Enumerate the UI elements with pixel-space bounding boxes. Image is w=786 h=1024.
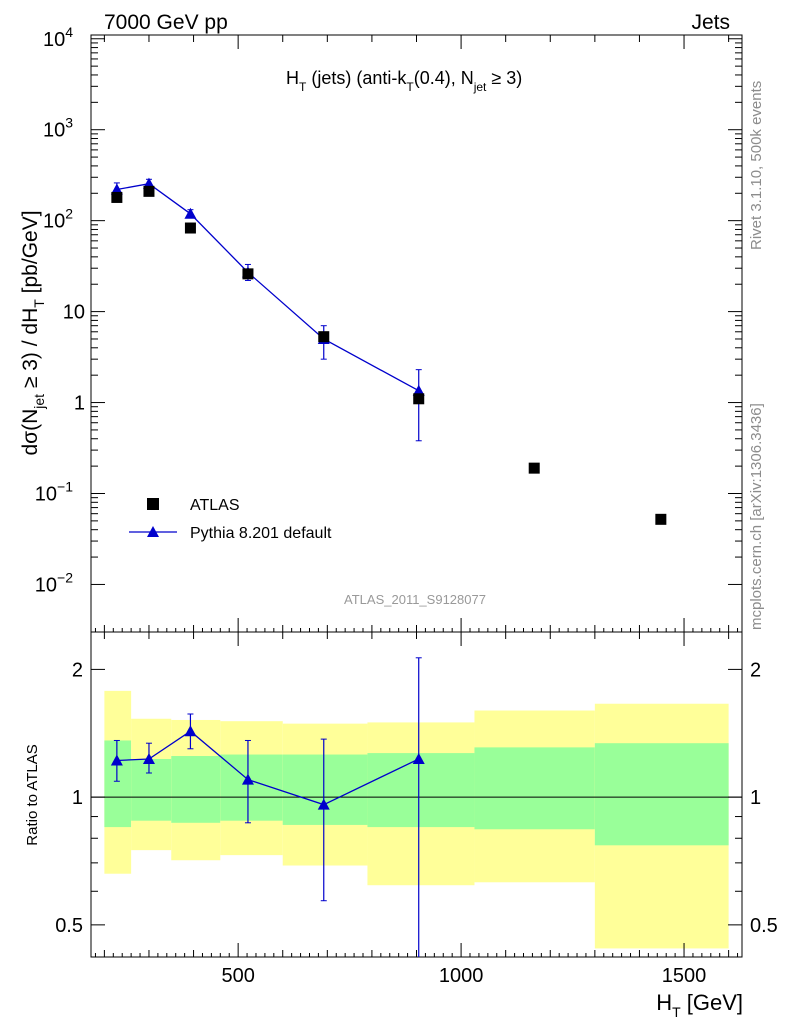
ratio-panel: 2 2 1 1 0.5 0.5 500 1000 1500 [55, 631, 778, 987]
mc-point [110, 183, 123, 195]
inner-band [367, 753, 475, 828]
legend-mc-label: Pythia 8.201 default [190, 525, 332, 542]
ratio-y-ticks: 2 2 1 1 0.5 0.5 [55, 659, 778, 936]
legend-data-label: ATLAS [190, 497, 240, 514]
ratio-y-tick-label: 0.5 [55, 915, 83, 937]
data-point [143, 185, 155, 197]
ratio-x-ticks: 500 1000 1500 [94, 632, 739, 987]
x-tick-label: 500 [221, 965, 254, 987]
data-point [242, 268, 254, 280]
ratio-y-tick-label: 1 [72, 787, 83, 809]
data-point [413, 393, 425, 405]
mc-line [116, 182, 420, 392]
data-point [528, 462, 540, 474]
y-tick-label: 10 [63, 302, 85, 324]
y-tick-label: 104 [43, 24, 73, 51]
ratio-mc-series [110, 657, 425, 957]
mc-point [184, 207, 197, 219]
ratio-y-tick-label-right: 2 [750, 659, 761, 681]
y-tick-label: 103 [43, 115, 73, 142]
plot-title: HT (jets) (anti-kT(0.4), Njet ≥ 3) [286, 68, 522, 94]
y-tick-label: 1 [74, 393, 85, 415]
ratio-y-label: Ratio to ATLAS [24, 744, 41, 845]
inner-band [104, 740, 132, 828]
main-frame [90, 34, 743, 633]
y-tick-label: 102 [43, 206, 73, 233]
ratio-y-tick-label-right: 0.5 [750, 915, 778, 937]
ratio-point [317, 798, 330, 810]
x-axis-label: HT [GeV] [656, 990, 743, 1020]
inner-band [171, 756, 221, 823]
data-point [184, 222, 196, 234]
ratio-y-tick-label-right: 1 [750, 787, 761, 809]
y-tick-label: 10−1 [35, 478, 73, 505]
rivet-label: Rivet 3.1.10, 500k events [748, 81, 765, 250]
header-left: 7000 GeV pp [104, 11, 228, 34]
y-tick-label: 10−2 [35, 569, 73, 596]
data-point [318, 331, 330, 343]
analysis-watermark: ATLAS_2011_S9128077 [344, 592, 486, 607]
uncertainty-bands [104, 690, 729, 949]
legend-mc-marker [147, 526, 159, 537]
mcplots-label: mcplots.cern.ch [arXiv:1306.3436] [748, 403, 765, 630]
header-right: Jets [691, 11, 730, 34]
main-x-ticks [94, 35, 739, 632]
ratio-point [412, 752, 425, 764]
ratio-point [110, 754, 123, 766]
x-tick-label: 1000 [439, 965, 484, 987]
x-tick-label: 1500 [662, 965, 707, 987]
legend: ATLAS Pythia 8.201 default [129, 497, 332, 542]
legend-data-marker [147, 498, 159, 510]
mc-series [110, 177, 425, 442]
mc-point [412, 384, 425, 396]
data-point [111, 191, 123, 203]
inner-band [594, 743, 729, 846]
ratio-line [116, 730, 420, 806]
main-y-label: dσ(Njet ≥ 3) / dHT [pb/GeV] [19, 210, 47, 455]
ratio-point [142, 752, 155, 764]
data-series [111, 185, 667, 525]
ratio-point [184, 725, 197, 737]
inner-band [474, 747, 595, 830]
ratio-point [241, 773, 254, 785]
ratio-y-tick-label: 2 [72, 659, 83, 681]
data-point [655, 513, 667, 525]
inner-band [131, 758, 172, 821]
